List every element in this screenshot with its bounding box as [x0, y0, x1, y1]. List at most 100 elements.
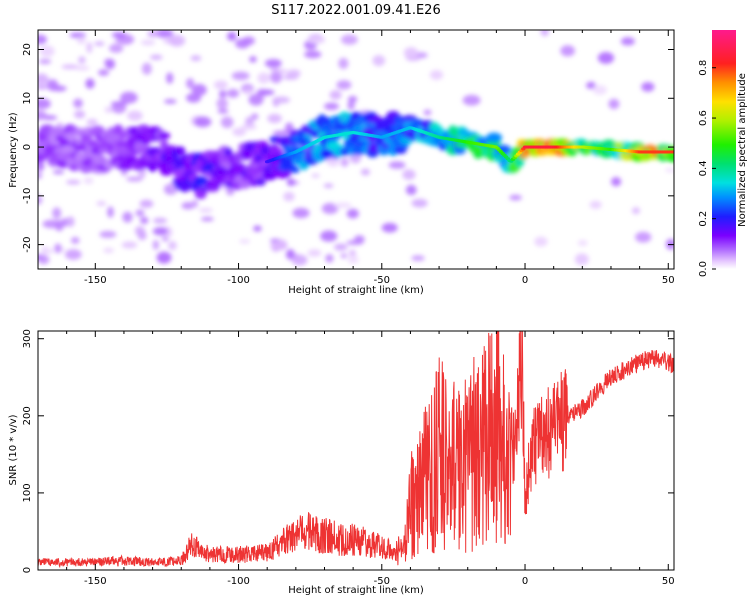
heatmap-cell [70, 236, 80, 244]
heatmap-cell [38, 194, 43, 205]
colorbar-ticks: 0.0 0.2 0.4 0.6 0.8 [698, 60, 716, 277]
heatmap-cell [257, 72, 270, 84]
heatmap-cell [191, 83, 207, 96]
heatmap-cell [486, 132, 503, 143]
heatmap-cell [283, 191, 295, 202]
heatmap-cell [360, 168, 371, 176]
heatmap-cell [140, 39, 156, 46]
heatmap-cell [641, 81, 655, 92]
heatmap-y-tick-label: 0 [22, 144, 33, 150]
heatmap-cell [193, 176, 208, 186]
heatmap-cell [194, 116, 212, 128]
heatmap-cell [52, 170, 65, 175]
heatmap-cell [76, 36, 86, 45]
heatmap-cell [241, 124, 257, 130]
heatmap-cell [54, 219, 64, 232]
heatmap-cell [120, 169, 128, 176]
heatmap-cell [307, 249, 322, 257]
heatmap-cell [38, 253, 44, 261]
heatmap-cell [338, 57, 349, 70]
heatmap-x-tick-label: -100 [227, 275, 250, 286]
heatmap-cell [253, 225, 262, 232]
heatmap-cell [86, 118, 98, 126]
heatmap-cell [257, 89, 275, 96]
colorbar: 0.0 0.2 0.4 0.6 0.8 Normalized spectral ampl… [698, 30, 748, 277]
heatmap-cell [85, 78, 95, 89]
heatmap-cell [670, 150, 674, 154]
heatmap-cell [108, 43, 124, 53]
heatmap-cell [46, 79, 59, 91]
snr-series-line [38, 331, 674, 569]
heatmap-cell [224, 147, 233, 159]
heatmap-cell [323, 102, 340, 111]
heatmap-cell [333, 243, 348, 251]
snr-y-tick-label: 0 [22, 567, 33, 573]
heatmap-cell [608, 98, 620, 110]
heatmap-cell [152, 239, 159, 250]
heatmap-cell [286, 178, 296, 187]
heatmap-cell [232, 127, 246, 137]
heatmap-cell [74, 151, 84, 162]
heatmap-cell [215, 165, 228, 175]
heatmap-y-tick-label: -20 [22, 236, 33, 252]
heatmap-cell [98, 69, 110, 76]
heatmap-cell [423, 109, 432, 116]
snr-x-tick-label: -50 [374, 576, 390, 587]
heatmap-cell [99, 230, 117, 239]
heatmap-cell [237, 179, 251, 190]
heatmap-cell [291, 254, 308, 266]
heatmap-y-axis-label: Frequency (Hz) [8, 112, 19, 188]
heatmap-y-tick-label: 20 [22, 43, 33, 56]
heatmap-cell [38, 34, 47, 45]
heatmap-cell [339, 148, 351, 156]
snr-y-tick-label: 200 [22, 406, 33, 425]
heatmap-cell [665, 168, 674, 173]
colorbar-tick-label: 0.2 [698, 211, 709, 227]
heatmap-cell [135, 209, 145, 217]
heatmap-cell [226, 88, 240, 98]
heatmap-cell [246, 166, 261, 177]
snr-frame [37, 330, 675, 571]
heatmap-cell [274, 148, 283, 156]
heatmap-cell [83, 177, 94, 185]
heatmap-cell [96, 200, 107, 206]
heatmap-cell [270, 71, 283, 84]
heatmap-x-tick-label: -50 [374, 275, 390, 286]
heatmap-cell [38, 98, 51, 110]
heatmap-cell [168, 34, 186, 47]
heatmap-cell [381, 222, 398, 233]
heatmap-cell [346, 208, 359, 219]
heatmap-cell [577, 239, 588, 247]
heatmap-cell [38, 171, 43, 176]
colorbar-tick-label: 0.4 [698, 160, 709, 176]
heatmap-cell [213, 80, 228, 90]
heatmap-cell [40, 247, 55, 255]
heatmap-cell [94, 41, 105, 46]
heatmap-cell [269, 66, 280, 72]
heatmap-cell [388, 161, 406, 169]
snr-x-tick-label: 50 [662, 576, 675, 587]
heatmap-cell [107, 206, 114, 218]
heatmap-cell [152, 227, 168, 236]
heatmap-cell [186, 78, 195, 89]
heatmap-cell [329, 90, 342, 100]
heatmap-cell [611, 176, 622, 187]
heatmap-cell [372, 55, 386, 67]
colorbar-tick-label: 0.8 [698, 60, 709, 76]
heatmap-cell [38, 162, 45, 171]
heatmap-cell [411, 198, 428, 208]
heatmap-cell [78, 56, 86, 64]
heatmap-cell [166, 72, 174, 84]
heatmap-cell [540, 30, 549, 37]
snr-y-tick-label: 100 [22, 483, 33, 502]
heatmap-cell [119, 91, 138, 104]
heatmap-cell [348, 249, 356, 257]
heatmap-cell [86, 41, 93, 54]
colorbar-tick-label: 0.6 [698, 110, 709, 126]
snr-x-axis-label: Height of straight line (km) [288, 585, 424, 596]
heatmap-cell [403, 47, 419, 59]
colorbar-tick-label: 0.0 [698, 261, 709, 277]
heatmap-x-axis-label: Height of straight line (km) [288, 285, 424, 296]
